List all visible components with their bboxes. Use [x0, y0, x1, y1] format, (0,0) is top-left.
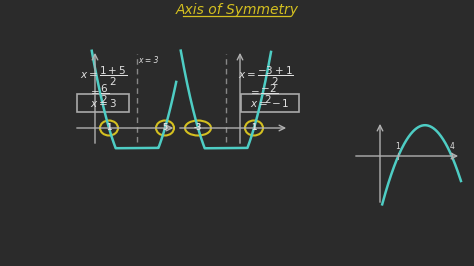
- Text: $= \dfrac{-2}{2}$: $= \dfrac{-2}{2}$: [248, 82, 278, 106]
- Text: $x = \dfrac{-3+1}{2}$: $x = \dfrac{-3+1}{2}$: [238, 64, 294, 88]
- Text: 4: 4: [449, 142, 455, 151]
- Text: x = 3: x = 3: [138, 56, 158, 65]
- Text: 1: 1: [106, 123, 111, 132]
- Text: -3: -3: [194, 123, 202, 132]
- Text: $x = 3$: $x = 3$: [90, 97, 117, 109]
- Text: $x = \dfrac{1+5}{2}$: $x = \dfrac{1+5}{2}$: [80, 64, 127, 88]
- Text: $x = -1$: $x = -1$: [250, 97, 290, 109]
- Text: 1: 1: [396, 142, 401, 151]
- Text: $= \dfrac{6}{2}$: $= \dfrac{6}{2}$: [88, 82, 109, 106]
- Text: Axis of Symmetry: Axis of Symmetry: [175, 3, 299, 17]
- Text: 5: 5: [163, 123, 168, 132]
- Text: 1: 1: [251, 123, 256, 132]
